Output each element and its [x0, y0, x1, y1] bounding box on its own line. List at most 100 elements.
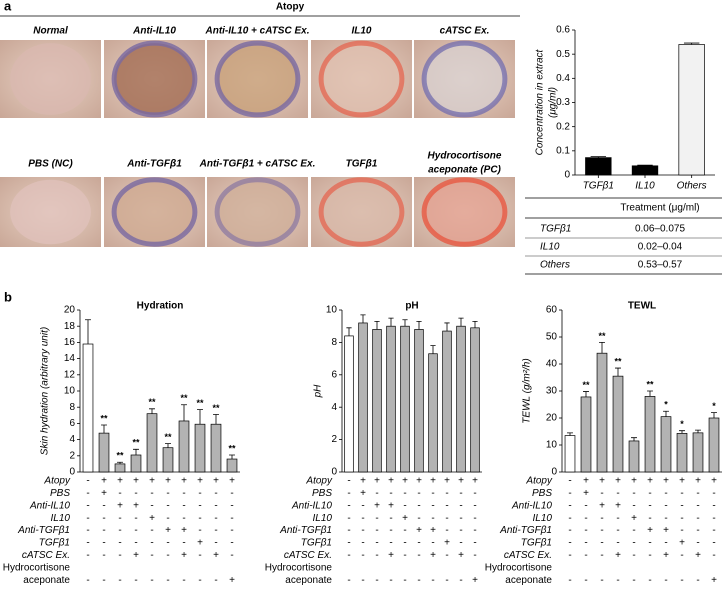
treatment-label: IL10: [313, 513, 333, 524]
significance: **: [598, 331, 606, 341]
error-bar: [213, 414, 219, 425]
y-tick-label: 0.6: [556, 25, 570, 36]
y-tick-label: 14: [64, 353, 76, 364]
treatment-sign: +: [430, 550, 436, 561]
treatment-sign: -: [696, 488, 699, 499]
treatment-sign: -: [150, 500, 153, 511]
treatment-sign: -: [198, 500, 201, 511]
treatment-sign: -: [445, 575, 448, 586]
treatment-sign: -: [648, 500, 651, 511]
bar: [628, 440, 640, 473]
treatment-label: PBS: [312, 488, 332, 499]
lesion: [214, 40, 301, 118]
treatment-label: cATSC Ex.: [504, 550, 552, 561]
error-bar: [402, 319, 408, 327]
error-bar: [165, 443, 171, 448]
treatment-sign: -: [361, 513, 364, 524]
y-tick-label: 0: [551, 467, 557, 478]
treatment-sign: -: [473, 538, 476, 549]
treatment-sign: -: [473, 488, 476, 499]
treatment-sign: +: [647, 525, 653, 536]
treatment-label: Anti-TGFβ1: [279, 525, 332, 536]
treatment-sign: +: [133, 500, 139, 511]
treatment-sign: +: [101, 488, 107, 499]
treatment-sign: +: [374, 476, 380, 487]
bar: [692, 432, 704, 473]
treatment-sign: +: [695, 476, 701, 487]
treatment-sign: -: [347, 575, 350, 586]
treatment-sign: -: [118, 513, 121, 524]
treatment-sign: +: [181, 550, 187, 561]
treatment-sign: -: [584, 550, 587, 561]
y-tick-label: 12: [64, 369, 76, 380]
treatment-sign: +: [430, 476, 436, 487]
treatment-sign: -: [86, 575, 89, 586]
treatment-sign: -: [375, 550, 378, 561]
treatment-label: Hydrocortisone: [3, 562, 71, 573]
significance: **: [132, 438, 140, 448]
treatment-sign: -: [389, 488, 392, 499]
treatment-sign: +: [165, 476, 171, 487]
treatment-sign: -: [403, 538, 406, 549]
photo-label: cATSC Ex.: [440, 26, 490, 37]
error-bar: [444, 322, 450, 332]
treatment-sign: +: [213, 476, 219, 487]
lesion: [318, 40, 405, 118]
treatment-sign: +: [388, 500, 394, 511]
lesion: [111, 177, 198, 247]
treatment-sign: -: [568, 525, 571, 536]
treatment-sign: +: [472, 476, 478, 487]
error-bar: [663, 410, 669, 417]
treatment-sign: +: [615, 500, 621, 511]
treatment-sign: -: [230, 513, 233, 524]
treatment-sign: -: [712, 488, 715, 499]
treatment-sign: -: [102, 538, 105, 549]
treatment-sign: +: [388, 550, 394, 561]
treatment-sign: -: [347, 550, 350, 561]
y-tick-label: 50: [546, 332, 558, 343]
treatment-sign: +: [402, 513, 408, 524]
bar: [660, 416, 672, 473]
treatment-label: Hydrocortisone: [265, 562, 333, 573]
y-tick-label: 40: [546, 359, 558, 370]
treatment-label: PBS: [50, 488, 70, 499]
treatment-sign: -: [632, 550, 635, 561]
treatment-sign: -: [403, 550, 406, 561]
treatment-sign: -: [150, 525, 153, 536]
chart-title: pH: [405, 301, 418, 312]
significance: **: [614, 356, 622, 366]
treatment-sign: -: [102, 525, 105, 536]
treatment-sign: +: [388, 476, 394, 487]
treatment-sign: -: [680, 488, 683, 499]
error-bar: [599, 342, 605, 354]
treatment-sign: -: [361, 500, 364, 511]
treatment-sign: -: [600, 488, 603, 499]
treatment-sign: +: [360, 488, 366, 499]
treatment-sign: -: [445, 513, 448, 524]
treatment-sign: -: [118, 488, 121, 499]
treatment-sign: -: [86, 525, 89, 536]
treatment-sign: -: [134, 488, 137, 499]
significance: **: [646, 379, 654, 389]
treatment-sign: -: [616, 538, 619, 549]
treatment-sign: -: [86, 513, 89, 524]
treatment-sign: +: [695, 550, 701, 561]
error-bar: [346, 327, 352, 336]
treatment-sign: -: [417, 500, 420, 511]
error-bar: [637, 164, 653, 166]
treatment-label: Anti-TGFβ1: [499, 525, 552, 536]
bar: [194, 423, 206, 473]
y-tick-label: 16: [64, 337, 76, 348]
treatment-sign: -: [102, 575, 105, 586]
treatment-sign: +: [711, 575, 717, 586]
treatment-sign: +: [416, 525, 422, 536]
bar: [162, 447, 174, 473]
significance: **: [116, 451, 124, 461]
treatment-sign: -: [182, 488, 185, 499]
treatment-sign: -: [664, 575, 667, 586]
treatment-label: aceponate: [285, 575, 332, 586]
treatment-sign: -: [389, 513, 392, 524]
y-tick-label: 60: [546, 305, 558, 316]
treatment-sign: -: [166, 513, 169, 524]
treatment-sign: -: [102, 500, 105, 511]
